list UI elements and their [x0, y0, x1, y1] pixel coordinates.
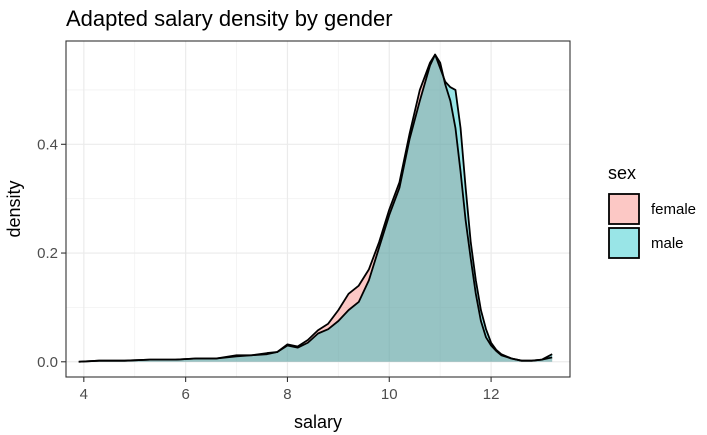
legend-label-female: female	[651, 201, 696, 218]
x-tick-label: 4	[80, 386, 88, 403]
grid-lines	[66, 41, 570, 377]
y-tick-label: 0.0	[37, 354, 58, 371]
x-axis-title: salary	[294, 412, 342, 432]
legend: sex female male	[608, 163, 696, 259]
y-axis-ticks: 0.0 0.2 0.4	[37, 136, 66, 371]
x-tick-label: 6	[181, 386, 189, 403]
panel-background	[66, 41, 570, 377]
y-tick-label: 0.2	[37, 245, 58, 262]
x-axis-ticks: 4 6 8 10 12	[80, 377, 500, 403]
density-line-male	[78, 53, 553, 363]
density-area-female	[78, 54, 553, 362]
legend-key-male	[608, 227, 640, 259]
density-areas	[78, 53, 553, 363]
density-area-male	[78, 54, 553, 362]
panel-border	[65, 40, 571, 378]
x-tick-label: 8	[283, 386, 291, 403]
legend-label-male: male	[651, 235, 684, 252]
plot-panel	[65, 40, 571, 378]
x-tick-label: 12	[483, 386, 500, 403]
legend-title: sex	[608, 163, 636, 183]
chart-title: Adapted salary density by gender	[66, 6, 393, 31]
x-tick-label: 10	[381, 386, 398, 403]
legend-key-female	[608, 193, 640, 225]
legend-items: female male	[608, 193, 696, 259]
y-axis-title: density	[4, 180, 24, 237]
y-tick-label: 0.4	[37, 136, 58, 153]
